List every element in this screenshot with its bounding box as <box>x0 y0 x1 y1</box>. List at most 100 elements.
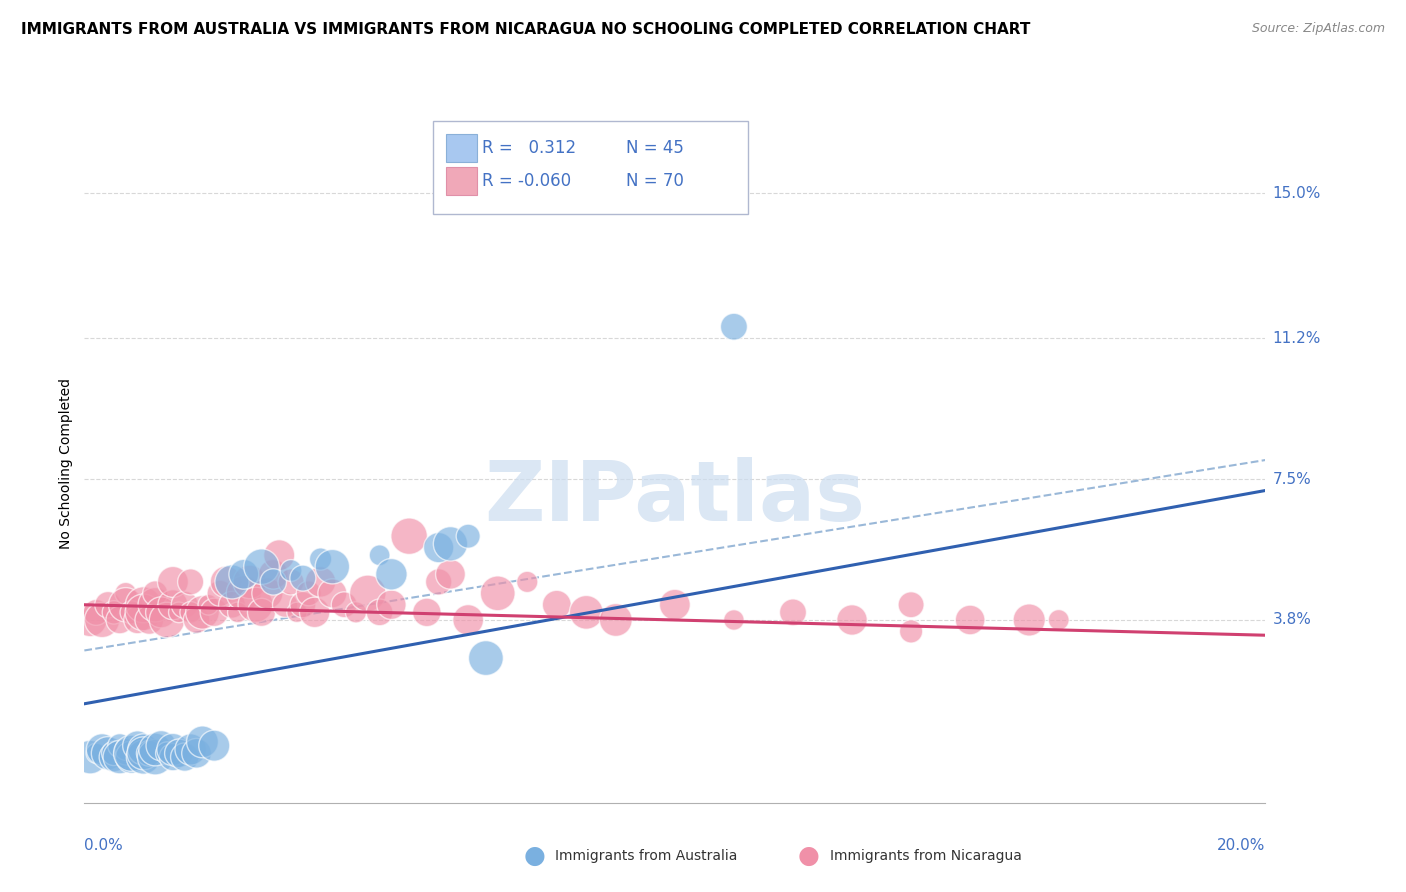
Y-axis label: No Schooling Completed: No Schooling Completed <box>59 378 73 549</box>
Point <box>180 606 202 620</box>
Point <box>202 606 225 620</box>
Point <box>91 742 114 756</box>
Point <box>138 746 160 760</box>
Point <box>162 742 184 756</box>
Point <box>143 598 166 612</box>
Point <box>605 613 627 627</box>
Point <box>475 651 498 665</box>
Point <box>138 613 160 627</box>
Point <box>427 541 450 555</box>
Point <box>546 598 568 612</box>
Point <box>180 742 202 756</box>
Point <box>84 746 107 760</box>
Point <box>132 746 155 760</box>
Point <box>180 574 202 589</box>
Point <box>1047 613 1070 627</box>
Text: ZIPatlas: ZIPatlas <box>485 458 865 538</box>
Point <box>127 739 149 753</box>
Point <box>143 742 166 756</box>
Point <box>900 624 922 639</box>
Point <box>221 574 243 589</box>
Point <box>269 548 291 562</box>
Text: 3.8%: 3.8% <box>1272 613 1312 627</box>
Point <box>256 586 278 600</box>
Point <box>202 739 225 753</box>
Point <box>209 586 232 600</box>
Point <box>156 613 179 627</box>
Text: 15.0%: 15.0% <box>1272 186 1320 201</box>
Point <box>959 613 981 627</box>
Point <box>486 586 509 600</box>
Point <box>103 746 125 760</box>
Text: IMMIGRANTS FROM AUSTRALIA VS IMMIGRANTS FROM NICARAGUA NO SCHOOLING COMPLETED CO: IMMIGRANTS FROM AUSTRALIA VS IMMIGRANTS … <box>21 22 1031 37</box>
Text: Immigrants from Nicaragua: Immigrants from Nicaragua <box>830 849 1021 863</box>
Point <box>162 574 184 589</box>
Point <box>84 606 107 620</box>
Point <box>114 742 136 756</box>
Point <box>173 750 195 764</box>
Point <box>457 613 479 627</box>
Point <box>900 598 922 612</box>
Point <box>132 606 155 620</box>
Point <box>291 571 314 585</box>
Point <box>232 567 254 582</box>
Point <box>309 574 332 589</box>
Point <box>132 750 155 764</box>
Point <box>368 606 391 620</box>
Point <box>97 598 120 612</box>
Point <box>250 559 273 574</box>
Point <box>167 606 190 620</box>
Point <box>215 574 238 589</box>
Point <box>245 598 267 612</box>
Point <box>121 750 143 764</box>
Point <box>274 598 297 612</box>
Point <box>226 606 249 620</box>
Point <box>380 567 402 582</box>
Point <box>416 606 439 620</box>
Point <box>114 598 136 612</box>
Point <box>262 574 284 589</box>
Text: 11.2%: 11.2% <box>1272 331 1320 346</box>
Point <box>285 606 308 620</box>
Point <box>127 613 149 627</box>
Point <box>143 750 166 764</box>
Point <box>162 598 184 612</box>
Point <box>1018 613 1040 627</box>
Point <box>103 750 125 764</box>
Point <box>380 598 402 612</box>
Text: 0.0%: 0.0% <box>84 838 124 854</box>
Point <box>121 606 143 620</box>
Point <box>191 735 214 749</box>
Point <box>664 598 686 612</box>
Text: ●: ● <box>523 845 546 868</box>
Point <box>191 606 214 620</box>
Point <box>114 746 136 760</box>
Point <box>321 559 343 574</box>
Point <box>239 574 262 589</box>
Point <box>162 750 184 764</box>
Text: 20.0%: 20.0% <box>1218 838 1265 854</box>
Point <box>575 606 598 620</box>
Point <box>457 529 479 543</box>
Point <box>304 606 326 620</box>
Text: 7.5%: 7.5% <box>1272 472 1312 486</box>
Point <box>221 598 243 612</box>
Point <box>841 613 863 627</box>
Point <box>333 598 356 612</box>
Point <box>150 739 173 753</box>
Point <box>723 613 745 627</box>
Point <box>132 598 155 612</box>
Point <box>103 606 125 620</box>
Point <box>280 574 302 589</box>
Point <box>79 613 101 627</box>
Point <box>291 598 314 612</box>
Point <box>132 742 155 756</box>
Point <box>167 746 190 760</box>
Point <box>121 746 143 760</box>
Text: R = -0.060: R = -0.060 <box>482 172 571 190</box>
Point <box>398 529 420 543</box>
Point <box>186 746 208 760</box>
Point <box>357 586 380 600</box>
Point <box>186 613 208 627</box>
Point <box>150 606 173 620</box>
